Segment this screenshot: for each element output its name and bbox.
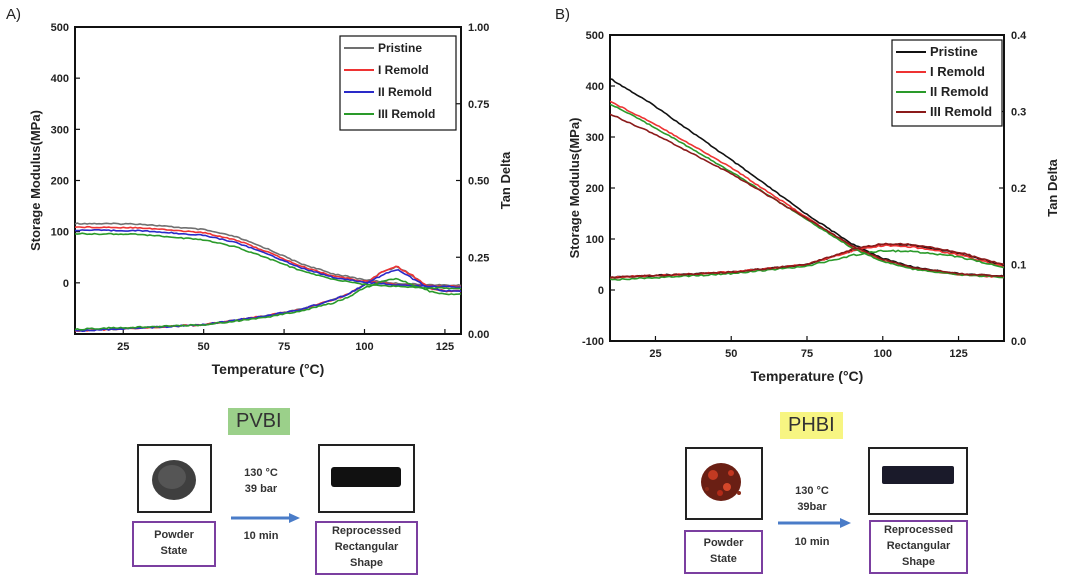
- pvbi-product-photo: [318, 444, 415, 513]
- pvbi-powder-label: Powder State: [132, 521, 216, 567]
- chart-a-x-tick-label: 100: [355, 341, 373, 353]
- chart-a-y2-tick-label: 0.00: [468, 329, 489, 341]
- phbi-powder-label: Powder State: [684, 530, 763, 574]
- chart-a-y-tick-label: 200: [51, 176, 69, 188]
- chart-b-x-tick-label: 75: [801, 348, 813, 360]
- pvbi-arrow: [231, 513, 300, 523]
- chart-a-legend-label: III Remold: [378, 107, 435, 121]
- phbi-product-label: Reprocessed Rectangular Shape: [869, 520, 968, 574]
- chart-b-y-tick-label: -100: [582, 336, 604, 348]
- chart-a-y2-tick-label: 0.25: [468, 252, 489, 264]
- chart-b-y-tick-label: 0: [598, 285, 604, 297]
- chart-b-legend-label: II Remold: [930, 84, 989, 99]
- powder-image: [701, 463, 741, 501]
- chart-a-x-axis-label: Temperature (°C): [212, 361, 325, 377]
- chart-a-y-tick-label: 100: [51, 227, 69, 239]
- chart-a-tan-line-i-remold: [75, 265, 461, 332]
- chart-b-storage-line-ii-remold: [610, 103, 1004, 279]
- phbi-powder-photo: [685, 447, 763, 520]
- phbi-condition-3: 10 min: [794, 536, 830, 548]
- phbi-arrow: [778, 518, 851, 528]
- chart-a-legend-label: Pristine: [378, 41, 422, 55]
- chart-b-y-axis-label: Storage Modulus(MPa): [567, 118, 582, 259]
- chart-a-storage-line-pristine: [75, 222, 461, 287]
- chart-b-legend: Pristine I Remold II Remold III Remold: [891, 39, 1003, 127]
- chart-b-y-tick-label: 300: [586, 132, 604, 144]
- chart-b-legend-label: I Remold: [930, 64, 985, 79]
- chart-a-storage-line-ii-remold: [75, 229, 461, 289]
- chart-b-legend-label: III Remold: [930, 104, 992, 119]
- chart-b-tan-line-ii-remold: [610, 249, 1004, 281]
- pvbi-condition-2: 39 bar: [244, 483, 278, 495]
- chart-a-storage-line-i-remold: [75, 225, 461, 288]
- phbi-tag: PHBI: [780, 412, 843, 439]
- chart-b-x-tick-label: 100: [874, 348, 892, 360]
- chart-b-y-tick-label: 400: [586, 81, 604, 93]
- chart-b-legend-label: Pristine: [930, 44, 978, 59]
- chart-a-y-tick-label: 300: [51, 124, 69, 136]
- bar-image: [331, 467, 401, 487]
- chart-a: 25 50 75 100 125 0 100 200 300 400 500 0.00 0.25 0.50…: [28, 22, 513, 377]
- pvbi-condition-3: 10 min: [243, 530, 279, 542]
- chart-a-series-group: [75, 222, 461, 333]
- chart-b-y2-tick-label: 0.4: [1011, 30, 1027, 42]
- chart-b-y2-tick-label: 0.0: [1011, 336, 1026, 348]
- panel-b-letter: B): [555, 6, 570, 23]
- phbi-condition-2: 39bar: [797, 501, 827, 513]
- chart-a-x-tick-label: 25: [117, 341, 129, 353]
- pvbi-condition-1: 130 °C: [244, 467, 278, 479]
- chart-a-legend: Pristine I Remold II Remold III Remold: [339, 35, 457, 131]
- chart-a-y2-tick-label: 1.00: [468, 22, 489, 34]
- chart-a-tan-line-iii-remold: [75, 277, 461, 331]
- pvbi-product-label: Reprocessed Rectangular Shape: [315, 521, 418, 575]
- chart-a-y-tick-label: 0: [63, 278, 69, 290]
- chart-a-tan-line-pristine: [75, 265, 461, 332]
- chart-b-x-axis-label: Temperature (°C): [751, 368, 864, 384]
- chart-a-y2-axis-label: Tan Delta: [498, 151, 513, 209]
- phbi-condition-1: 130 °C: [795, 485, 829, 497]
- chart-b-y-tick-label: 500: [586, 30, 604, 42]
- chart-a-y2-tick-label: 0.75: [468, 99, 489, 111]
- bar-image: [882, 466, 954, 484]
- chart-a-x-tick-label: 50: [198, 341, 210, 353]
- chart-b-y-tick-label: 100: [586, 234, 604, 246]
- phbi-product-photo: [868, 447, 968, 515]
- chart-a-y2-tick-label: 0.50: [468, 176, 489, 188]
- chart-b-y-tick-label: 200: [586, 183, 604, 195]
- chart-b-y2-tick-label: 0.1: [1011, 260, 1026, 272]
- chart-a-x-tick-label: 75: [278, 341, 290, 353]
- chart-b-x-tick-label: 125: [949, 348, 967, 360]
- chart-a-legend-label: II Remold: [378, 85, 432, 99]
- chart-a-x-tick-label: 125: [436, 341, 454, 353]
- chart-b-storage-line-iii-remold: [610, 113, 1004, 278]
- chart-a-y-axis-label: Storage Modulus(MPa): [28, 110, 43, 251]
- chart-b: 25 50 75 100 125 -100 0 100 200 300 400 500 0.0 0.1 0.…: [567, 30, 1060, 384]
- chart-a-y-tick-label: 400: [51, 73, 69, 85]
- chart-b-y2-axis-label: Tan Delta: [1045, 158, 1060, 216]
- powder-image: [152, 460, 196, 500]
- chart-b-x-tick-label: 25: [649, 348, 661, 360]
- chart-b-series-group: [610, 77, 1004, 281]
- chart-b-y2-tick-label: 0.3: [1011, 107, 1026, 119]
- pvbi-powder-photo: [137, 444, 212, 513]
- chart-b-y2-tick-label: 0.2: [1011, 183, 1026, 195]
- chart-b-tan-line-iii-remold: [610, 242, 1004, 279]
- chart-a-legend-label: I Remold: [378, 63, 429, 77]
- pvbi-tag: PVBI: [228, 408, 290, 435]
- chart-a-tan-line-ii-remold: [75, 268, 461, 333]
- chart-a-y-tick-label: 500: [51, 22, 69, 34]
- chart-b-x-tick-label: 50: [725, 348, 737, 360]
- panel-a-letter: A): [6, 6, 21, 23]
- chart-a-storage-line-iii-remold: [75, 232, 461, 290]
